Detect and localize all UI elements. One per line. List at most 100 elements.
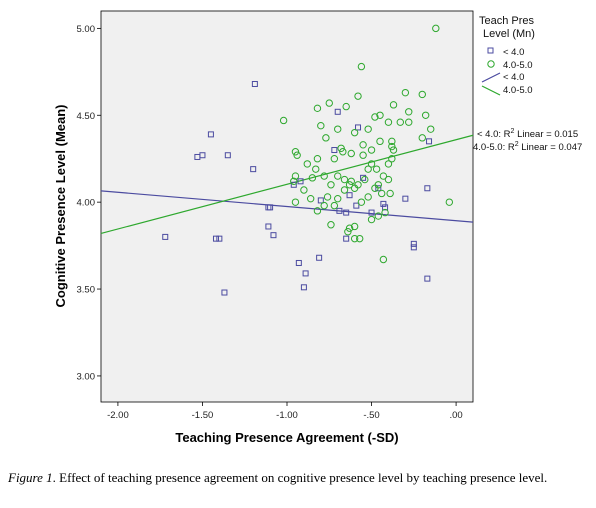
point-circle xyxy=(376,137,384,146)
point-square xyxy=(297,178,304,185)
point-circle xyxy=(389,101,398,109)
point-circle xyxy=(445,198,454,206)
y-tick-label: 4.50 xyxy=(77,111,96,122)
point-circle xyxy=(330,201,339,210)
point-circle xyxy=(386,189,394,198)
point-circle xyxy=(357,62,366,71)
point-circle xyxy=(364,165,372,173)
point-square xyxy=(250,166,257,173)
point-square xyxy=(410,244,417,251)
y-axis: 3.00 3.50 4.00 4.50 5.00 xyxy=(77,24,101,382)
point-circle xyxy=(339,148,347,156)
legend-marker-circle xyxy=(487,60,495,68)
figure-label: Figure 1 xyxy=(8,470,53,485)
point-circle xyxy=(367,146,376,154)
point-circle xyxy=(322,134,330,142)
point-circle xyxy=(323,193,332,201)
x-tick-label: -1.00 xyxy=(276,410,298,421)
point-circle xyxy=(396,118,404,126)
scatter-chart: 3.00 3.50 4.00 4.50 5.00 -2.00 -1.50 -1.00 -.50… xyxy=(53,10,582,445)
point-circle xyxy=(374,212,383,220)
point-circle xyxy=(344,227,352,236)
r2-annotation-4to5: 4.0-5.0: R2 Linear = 0.047 xyxy=(473,141,582,153)
point-circle xyxy=(359,151,367,159)
point-circle xyxy=(356,234,364,243)
point-square xyxy=(360,174,367,181)
point-square xyxy=(194,153,201,160)
point-circle xyxy=(317,121,325,130)
r2-annotation-lt4: < 4.0: R2 Linear = 0.015 xyxy=(477,128,578,140)
point-square xyxy=(353,202,360,209)
point-circle xyxy=(379,255,388,264)
point-circle xyxy=(290,177,298,186)
point-circle xyxy=(388,137,396,146)
point-circle xyxy=(334,172,342,180)
point-square xyxy=(316,254,323,261)
point-circle xyxy=(308,174,317,182)
point-circle xyxy=(320,201,328,210)
point-circle xyxy=(327,221,335,229)
fit-line xyxy=(100,190,474,223)
point-circle xyxy=(350,222,359,231)
data-points xyxy=(162,24,454,296)
point-square xyxy=(410,240,417,247)
y-tick-label: 5.00 xyxy=(77,24,96,35)
point-circle xyxy=(293,151,301,159)
point-circle xyxy=(367,160,376,168)
y-tick-label: 3.50 xyxy=(77,285,96,296)
point-circle xyxy=(337,144,345,152)
point-circle xyxy=(320,172,328,180)
point-circle xyxy=(350,128,359,137)
point-circle xyxy=(350,184,359,192)
point-circle xyxy=(279,116,288,125)
x-tick-label: -1.50 xyxy=(192,410,214,421)
legend-line-lt4 xyxy=(481,72,501,83)
point-circle xyxy=(367,215,376,224)
point-square xyxy=(380,200,387,207)
point-circle xyxy=(325,99,333,107)
fit-lines xyxy=(100,134,474,235)
point-circle xyxy=(388,155,396,163)
point-square xyxy=(290,181,297,188)
point-circle xyxy=(303,160,311,168)
point-circle xyxy=(421,111,430,119)
x-tick-label: .00 xyxy=(449,410,462,421)
point-circle xyxy=(401,88,410,97)
point-circle xyxy=(313,207,322,215)
point-circle xyxy=(347,149,355,158)
legend-label-lt4: < 4.0 xyxy=(503,47,524,58)
point-square xyxy=(207,131,214,138)
point-square xyxy=(343,235,350,242)
point-circle xyxy=(312,165,320,173)
point-circle xyxy=(418,90,426,99)
point-circle xyxy=(345,224,354,232)
point-circle xyxy=(340,175,349,184)
point-circle xyxy=(418,134,426,142)
figure-caption-text: . Effect of teaching presence agreement … xyxy=(52,470,548,485)
y-tick-label: 3.00 xyxy=(77,371,96,382)
point-circle xyxy=(361,175,369,184)
x-tick-label: -.50 xyxy=(363,410,379,421)
point-circle xyxy=(364,193,372,201)
point-square xyxy=(334,108,341,115)
point-circle xyxy=(384,175,393,184)
point-square xyxy=(424,185,431,192)
point-circle xyxy=(389,146,398,154)
point-square xyxy=(336,207,343,214)
point-square xyxy=(402,195,409,202)
point-circle xyxy=(354,92,362,100)
point-circle xyxy=(372,165,381,173)
point-circle xyxy=(371,113,379,121)
legend: Teach Pres Level (Mn) < 4.0 4.0-5.0 < 4.… xyxy=(479,15,535,96)
point-circle xyxy=(327,181,335,189)
point-square xyxy=(375,185,382,192)
point-square xyxy=(216,235,223,242)
point-circle xyxy=(306,194,315,203)
legend-label-line-lt4: < 4.0 xyxy=(503,72,524,83)
legend-label-4to5: 4.0-5.0 xyxy=(503,60,533,71)
point-circle xyxy=(381,208,389,217)
point-circle xyxy=(384,118,393,126)
x-axis: -2.00 -1.50 -1.00 -.50 .00 xyxy=(107,402,463,421)
point-circle xyxy=(313,155,322,163)
y-axis-title: Cognitive Presence Level (Mean) xyxy=(53,104,68,307)
